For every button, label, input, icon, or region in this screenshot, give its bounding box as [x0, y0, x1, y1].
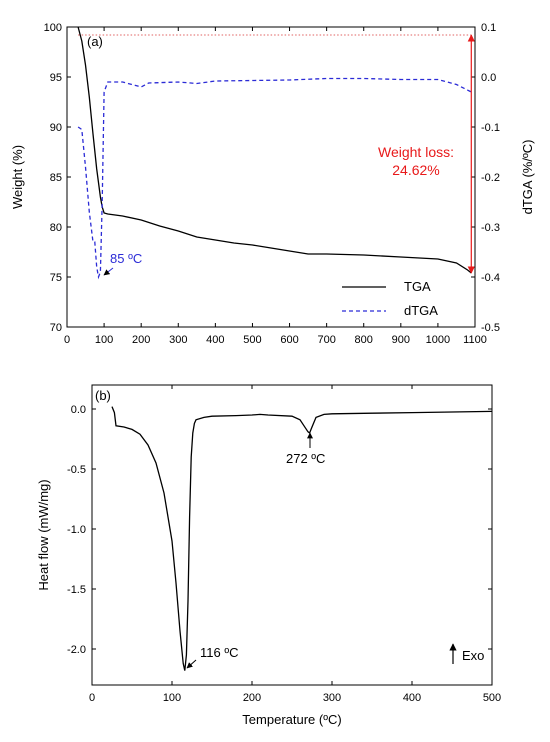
b-x-tick-label: 300: [323, 692, 341, 704]
panel-b-y-axis-title: Heat flow (mW/mg): [36, 479, 51, 590]
a-y-tick-label: 100: [44, 22, 62, 34]
b-x-tick-label: 500: [483, 692, 501, 704]
panel-a-y-axis-title: Weight (%): [10, 145, 25, 209]
panel-b-x-axis-title: Temperature (ºC): [242, 712, 341, 727]
b-x-tick-label: 100: [163, 692, 181, 704]
a-y-tick-label: 85: [50, 172, 62, 184]
a-y2-tick-label: -0.1: [481, 122, 500, 134]
annotation-85c: 85 ºC: [110, 251, 142, 266]
series-heat-flow-line: [111, 406, 493, 671]
panel-a-y2-axis-title: dTGA (%/ºC): [520, 140, 535, 215]
a-x-tick-label: 0: [64, 334, 70, 346]
a-x-tick-label: 1000: [426, 334, 450, 346]
a-x-tick-label: 500: [243, 334, 261, 346]
panel-b-dsc-chart: 0 100 200 300 400 500-2.0-1.5-1.0-0.50.0 (b) …: [36, 384, 501, 727]
legend-dtga-label: dTGA: [404, 303, 438, 318]
panel-a-tga-chart: 0 100 200 300 400 500 600 700 800 900 1000 1100 70 75…: [10, 22, 535, 346]
b-y-tick-label: 0.0: [71, 404, 86, 416]
a-y-tick-label: 70: [50, 322, 62, 334]
a-x-tick-label: 1100: [463, 334, 487, 346]
a-x-tick-label: 300: [169, 334, 187, 346]
annotation-272c: 272 ºC: [286, 451, 325, 466]
legend-tga-label: TGA: [404, 279, 431, 294]
a-y-tick-label: 95: [50, 72, 62, 84]
annotation-weight-loss-value: 24.62%: [392, 162, 439, 178]
annotation-85c-arrow: [103, 267, 114, 276]
a-x-tick-label: 600: [280, 334, 298, 346]
annotation-116c-arrow: [186, 659, 197, 669]
panel-b-frame: [91, 384, 493, 686]
a-y2-tick-label: -0.5: [481, 322, 500, 334]
b-y-tick-label: -0.5: [67, 464, 86, 476]
a-y-tick-label: 80: [50, 222, 62, 234]
a-x-tick-label: 900: [392, 334, 410, 346]
a-y2-tick-label: -0.2: [481, 172, 500, 184]
a-x-tick-label: 800: [355, 334, 373, 346]
b-x-tick-label: 0: [89, 692, 95, 704]
a-x-tick-label: 400: [206, 334, 224, 346]
series-dtga-line: [77, 77, 472, 280]
a-y2-tick-label: 0.1: [481, 22, 496, 34]
b-y-tick-label: -1.5: [67, 584, 86, 596]
a-y2-tick-label: -0.3: [481, 222, 500, 234]
annotation-116c: 116 ºC: [200, 645, 238, 660]
a-x-tick-label: 700: [317, 334, 335, 346]
panel-b-label: (b): [95, 388, 111, 403]
a-x-tick-label: 200: [132, 334, 150, 346]
a-y-tick-label: 90: [50, 122, 62, 134]
b-y-tick-label: -2.0: [67, 644, 86, 656]
b-x-tick-label: 200: [243, 692, 261, 704]
annotation-weight-loss-label: Weight loss:: [378, 144, 454, 160]
panel-a-label: (a): [87, 34, 103, 49]
a-y2-tick-label: -0.4: [481, 272, 500, 284]
b-y-tick-label: -1.0: [67, 524, 86, 536]
a-x-tick-label: 100: [95, 334, 113, 346]
series-tga-line: [77, 26, 472, 274]
a-y2-tick-label: 0.0: [481, 72, 496, 84]
a-y-tick-label: 75: [50, 272, 62, 284]
b-x-tick-label: 400: [403, 692, 421, 704]
exo-label: Exo: [462, 648, 484, 663]
panel-a-frame: [66, 26, 476, 328]
panel-a-legend: TGA dTGA: [342, 279, 438, 318]
